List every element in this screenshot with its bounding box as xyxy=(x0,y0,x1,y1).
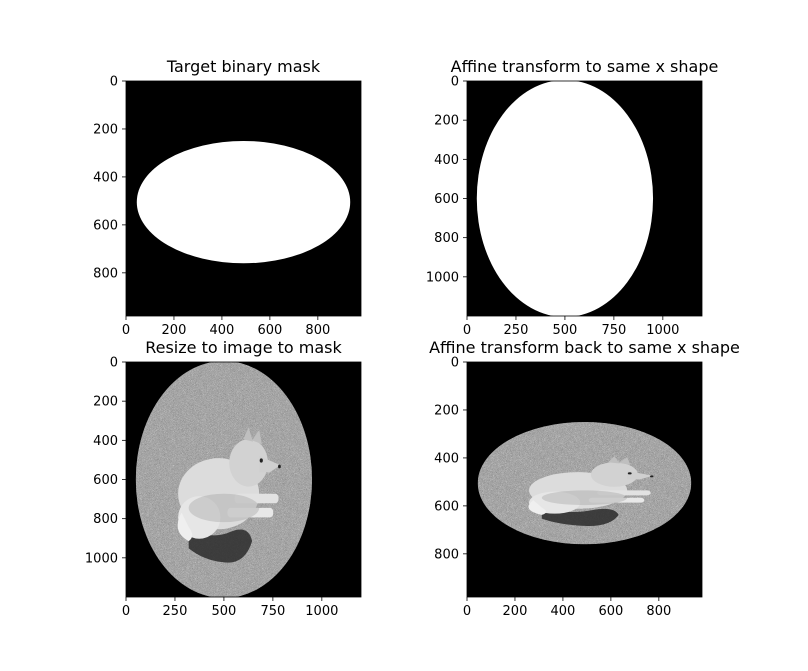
x-tick-label: 250 xyxy=(163,604,188,619)
x-tick-label: 0 xyxy=(122,323,130,338)
y-tick-label: 0 xyxy=(451,75,459,90)
x-tick-label: 0 xyxy=(463,323,471,338)
x-tick-label: 250 xyxy=(504,323,529,338)
panel-title: Affine transform to same x shape xyxy=(451,57,719,76)
x-tick-label: 400 xyxy=(210,323,235,338)
y-tick-label: 200 xyxy=(93,122,118,137)
x-tick-label: 600 xyxy=(257,323,282,338)
y-tick-label: 800 xyxy=(93,512,118,527)
y-tick-label: 400 xyxy=(434,153,459,168)
y-tick-label: 600 xyxy=(93,473,118,488)
mask-ellipse xyxy=(136,140,351,264)
y-tick-label: 200 xyxy=(93,395,118,410)
x-tick-label: 500 xyxy=(212,604,237,619)
x-tick-label: 500 xyxy=(553,323,578,338)
panel-title: Resize to image to mask xyxy=(145,338,342,357)
x-tick-label: 200 xyxy=(503,604,528,619)
y-tick-label: 600 xyxy=(93,218,118,233)
axes-frame xyxy=(466,361,703,598)
x-tick-label: 1000 xyxy=(646,323,679,338)
y-tick-label: 800 xyxy=(434,547,459,562)
x-tick-label: 200 xyxy=(162,323,187,338)
y-tick-label: 0 xyxy=(451,356,459,371)
panel-title: Affine transform back to same x shape xyxy=(429,338,740,357)
x-tick-label: 400 xyxy=(551,604,576,619)
mask-ellipse xyxy=(476,81,654,316)
panel-3: Resize to image to mask 0 250 500 750 1000 0 20… xyxy=(85,338,362,619)
y-tick-label: 400 xyxy=(93,434,118,449)
x-tick-label: 750 xyxy=(601,323,626,338)
y-tick-label: 600 xyxy=(434,192,459,207)
x-tick-label: 0 xyxy=(463,604,471,619)
y-tick-label: 600 xyxy=(434,499,459,514)
x-tick-label: 800 xyxy=(305,323,330,338)
y-tick-label: 200 xyxy=(434,403,459,418)
x-tick-label: 1000 xyxy=(305,604,338,619)
y-tick-label: 400 xyxy=(93,170,118,185)
panel-title: Target binary mask xyxy=(166,57,321,76)
x-tick-label: 800 xyxy=(646,604,671,619)
x-tick-label: 600 xyxy=(598,604,623,619)
dog-photo xyxy=(136,361,312,598)
panel-1: Target binary mask 0 200 400 600 800 0 200 400 60… xyxy=(93,57,362,338)
dog-photo xyxy=(478,422,691,544)
y-tick-label: 800 xyxy=(93,266,118,281)
y-tick-label: 0 xyxy=(110,356,118,371)
x-tick-label: 0 xyxy=(122,604,130,619)
y-tick-label: 1000 xyxy=(426,270,459,285)
axes-frame xyxy=(125,80,362,317)
y-tick-label: 800 xyxy=(434,231,459,246)
y-tick-label: 200 xyxy=(434,114,459,129)
y-tick-label: 400 xyxy=(434,451,459,466)
x-tick-label: 750 xyxy=(260,604,285,619)
y-tick-label: 1000 xyxy=(85,551,118,566)
y-tick-label: 0 xyxy=(110,75,118,90)
